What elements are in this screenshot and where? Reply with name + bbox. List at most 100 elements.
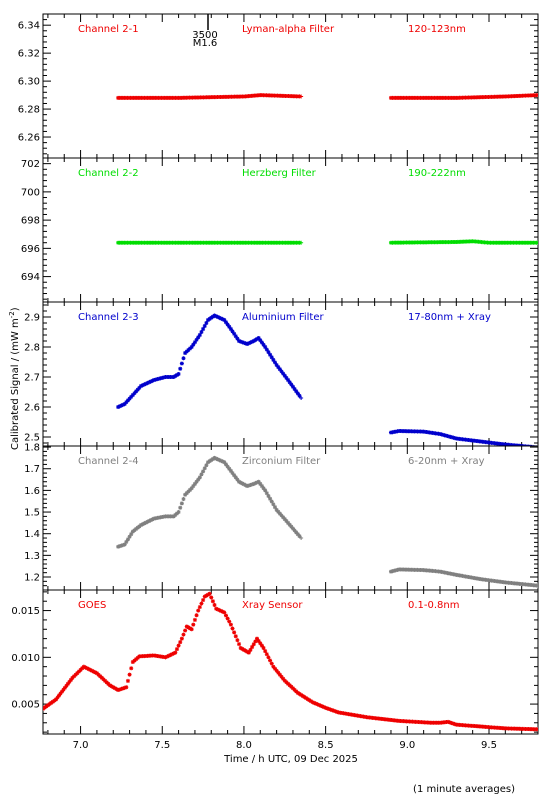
data-point bbox=[101, 677, 106, 682]
y-tick-label: 2.6 bbox=[24, 403, 40, 414]
panel-3: 2.5 2.6 2.7 2.8 2.9 Channel 2-3 Aluminium Filt… bbox=[24, 301, 539, 447]
data-point bbox=[223, 462, 228, 467]
data-point bbox=[122, 542, 127, 547]
data-point bbox=[237, 339, 242, 343]
data-point bbox=[295, 532, 300, 537]
y-tick-label: 1.5 bbox=[24, 508, 40, 519]
x-tick-label: 7.0 bbox=[73, 740, 89, 751]
data-point bbox=[191, 622, 196, 627]
data-point bbox=[321, 705, 326, 710]
data-point bbox=[264, 491, 269, 496]
data-point bbox=[279, 513, 284, 518]
data-point bbox=[328, 707, 333, 712]
data-point bbox=[129, 394, 134, 399]
data-point bbox=[299, 396, 304, 400]
data-point bbox=[217, 608, 222, 613]
data-point bbox=[135, 655, 140, 660]
panel-frame bbox=[42, 13, 539, 159]
data-point bbox=[290, 686, 295, 691]
data-point bbox=[116, 405, 121, 409]
data-point bbox=[189, 345, 194, 349]
data-point bbox=[173, 512, 178, 517]
panel-label: Channel 2-1 bbox=[78, 24, 139, 35]
data-point bbox=[248, 482, 253, 487]
data-point bbox=[294, 689, 299, 694]
data-point bbox=[326, 706, 331, 711]
data-point bbox=[271, 664, 276, 669]
data-point bbox=[258, 338, 263, 343]
panel-1: 6.26 6.28 6.30 6.32 6.34 Channel 2-1 Lyman-alp… bbox=[18, 13, 539, 159]
data-point bbox=[142, 382, 147, 387]
data-point bbox=[227, 324, 232, 329]
data-point bbox=[255, 480, 260, 485]
data-point bbox=[121, 543, 126, 548]
y-tick-label: 2.5 bbox=[24, 433, 40, 444]
panel-label: 120-123nm bbox=[408, 24, 466, 35]
panel-label: 6-20nm + Xray bbox=[408, 456, 485, 467]
panel-label: Herzberg Filter bbox=[242, 168, 317, 179]
data-point bbox=[147, 518, 152, 523]
data-point bbox=[80, 666, 85, 671]
data-point bbox=[233, 334, 238, 339]
data-point bbox=[287, 522, 292, 527]
data-point bbox=[292, 528, 297, 533]
data-point bbox=[81, 664, 86, 669]
data-point bbox=[264, 347, 269, 352]
data-point bbox=[176, 372, 181, 376]
data-point bbox=[139, 384, 144, 388]
data-point bbox=[121, 402, 126, 407]
data-point bbox=[117, 544, 122, 549]
data-point bbox=[189, 486, 194, 491]
y-tick-label: 6.26 bbox=[18, 133, 40, 144]
y-tick-label: 0.015 bbox=[11, 606, 40, 617]
data-point bbox=[266, 350, 271, 355]
data-point bbox=[210, 599, 215, 604]
data-point bbox=[263, 649, 268, 654]
data-point bbox=[214, 314, 219, 319]
data-point bbox=[259, 643, 264, 648]
data-point bbox=[143, 520, 148, 525]
data-point bbox=[179, 361, 184, 366]
footnote: (1 minute averages) bbox=[413, 784, 515, 795]
y-tick-label: 6.32 bbox=[18, 49, 40, 60]
data-point bbox=[168, 652, 173, 657]
data-point bbox=[217, 315, 222, 320]
data-point bbox=[130, 660, 135, 664]
data-point bbox=[232, 473, 237, 478]
data-point bbox=[250, 339, 255, 344]
data-point bbox=[196, 335, 201, 340]
data-point bbox=[181, 356, 186, 361]
data-point bbox=[268, 658, 273, 663]
panel-frame bbox=[42, 301, 539, 447]
data-point bbox=[117, 687, 122, 692]
data-point bbox=[204, 463, 209, 468]
data-point bbox=[299, 94, 304, 99]
data-series bbox=[116, 455, 538, 588]
data-point bbox=[106, 681, 111, 686]
data-point bbox=[241, 340, 246, 345]
data-point bbox=[228, 622, 233, 627]
data-point bbox=[233, 634, 238, 639]
data-point bbox=[297, 534, 302, 539]
data-point bbox=[192, 617, 197, 622]
data-point bbox=[225, 464, 230, 469]
panel-label: 190-222nm bbox=[408, 168, 466, 179]
data-series bbox=[116, 93, 538, 100]
data-point bbox=[85, 666, 90, 671]
data-point bbox=[65, 681, 70, 686]
data-point bbox=[199, 330, 204, 334]
data-point bbox=[235, 336, 240, 341]
x-tick-label: 8.0 bbox=[236, 740, 252, 751]
data-point bbox=[191, 484, 196, 489]
y-tick-label: 702 bbox=[21, 159, 40, 170]
data-point bbox=[197, 333, 202, 337]
data-point bbox=[447, 720, 452, 725]
data-point bbox=[215, 457, 220, 462]
data-point bbox=[259, 340, 264, 345]
x-axis-label: Time / h UTC, 09 Dec 2025 bbox=[223, 754, 358, 765]
data-point bbox=[266, 655, 271, 660]
data-point bbox=[219, 608, 224, 613]
data-point bbox=[196, 477, 201, 482]
data-point bbox=[230, 471, 235, 476]
data-point bbox=[150, 517, 155, 522]
